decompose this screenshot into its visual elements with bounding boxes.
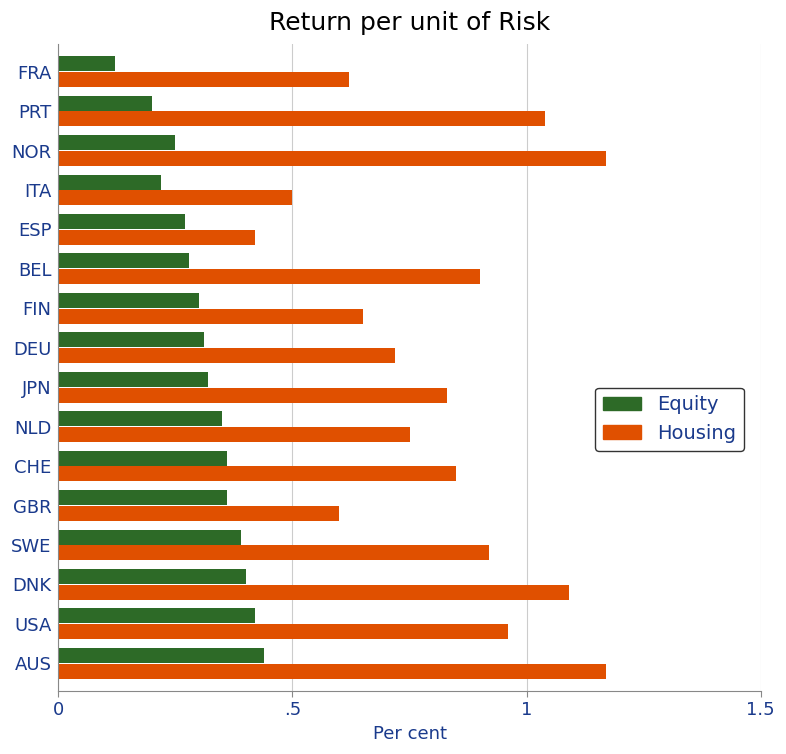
Bar	[58, 308, 362, 323]
Bar	[58, 388, 447, 403]
Bar	[58, 96, 152, 111]
Bar	[58, 490, 227, 505]
Bar	[58, 57, 115, 71]
Bar	[58, 648, 264, 663]
Bar	[58, 451, 227, 466]
Bar	[58, 348, 395, 363]
Bar	[58, 269, 479, 284]
Bar	[58, 253, 189, 268]
Bar	[58, 664, 606, 679]
Bar	[58, 427, 410, 442]
Bar	[58, 545, 489, 560]
Bar	[58, 411, 222, 426]
Bar	[58, 151, 606, 166]
Bar	[58, 135, 175, 150]
Legend: Equity, Housing: Equity, Housing	[595, 388, 744, 451]
Bar	[58, 569, 246, 584]
Bar	[58, 293, 199, 308]
Bar	[58, 467, 457, 482]
Bar	[58, 190, 292, 205]
Bar	[58, 529, 241, 544]
Bar	[58, 214, 185, 229]
Bar	[58, 230, 255, 245]
Bar	[58, 506, 340, 521]
Title: Return per unit of Risk: Return per unit of Risk	[269, 11, 550, 35]
Bar	[58, 372, 208, 387]
Bar	[58, 112, 545, 127]
Bar	[58, 624, 508, 639]
X-axis label: Per cent: Per cent	[373, 725, 446, 743]
Bar	[58, 72, 349, 87]
Bar	[58, 175, 161, 189]
Bar	[58, 585, 568, 599]
Bar	[58, 608, 255, 624]
Bar	[58, 333, 204, 348]
